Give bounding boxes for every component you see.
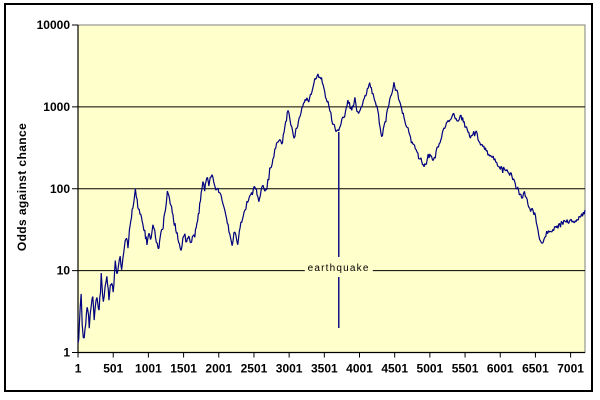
y-axis-title: Odds against chance: [15, 123, 29, 251]
y-tick-label-1000: 1000: [43, 100, 70, 114]
y-tick-label-100: 100: [50, 182, 70, 196]
x-tick-label-1501: 1501: [170, 362, 197, 376]
x-tick-label-4001: 4001: [346, 362, 373, 376]
y-tick-label-10: 10: [57, 264, 71, 278]
x-tick-label-7001: 7001: [557, 362, 584, 376]
x-tick-label-5501: 5501: [452, 362, 479, 376]
x-tick-label-2501: 2501: [241, 362, 268, 376]
x-tick-label-501: 501: [103, 362, 123, 376]
x-tick-label-3501: 3501: [311, 362, 338, 376]
earthquake-label-background: [304, 259, 373, 277]
series-line-odds: [77, 73, 586, 343]
x-tick-label-5001: 5001: [417, 362, 444, 376]
x-tick-label-1001: 1001: [135, 362, 162, 376]
x-tick-label-2001: 2001: [205, 362, 232, 376]
x-tick-label-6501: 6501: [522, 362, 549, 376]
x-tick-label-6001: 6001: [487, 362, 514, 376]
y-tick-label-1: 1: [63, 346, 70, 360]
earthquake-annotation-label: earthquake: [308, 263, 370, 274]
x-tick-label-3001: 3001: [276, 362, 303, 376]
x-tick-label-1: 1: [75, 362, 82, 376]
y-tick-label-10000: 10000: [37, 18, 71, 32]
x-tick-label-4501: 4501: [381, 362, 408, 376]
